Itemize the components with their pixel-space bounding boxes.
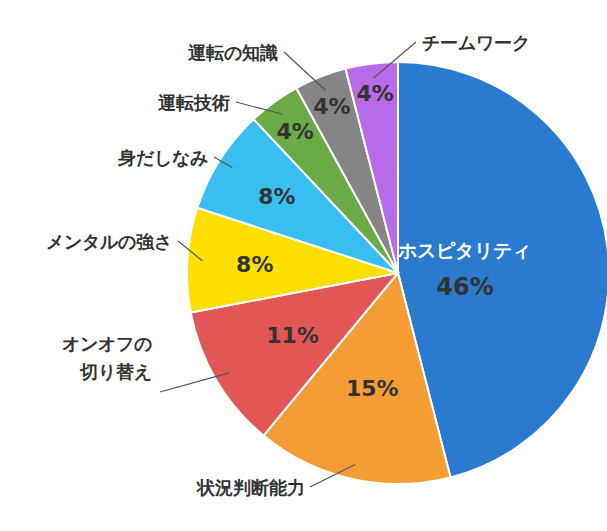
pie [187,62,607,484]
value-label: 11% [266,323,319,348]
category-label: 運転の知識 [187,42,278,63]
value-label: 8% [258,184,295,209]
value-label: 4% [313,94,350,119]
leader-line [160,373,229,392]
leader-line [214,157,232,168]
value-label: 46% [436,273,493,301]
value-label: 4% [357,81,394,106]
category-label: 状況判断能力 [195,477,305,498]
category-label: 運転技術 [157,92,230,113]
leader-line [373,42,416,78]
value-label: 8% [236,252,273,277]
chart: 46% ホスピタリティ 15% 状況判断能力 11% オンオフの切り替え 8% メンタルの強さ… [0,0,607,531]
category-label: 身だしなみ [117,147,208,168]
category-label: オンオフの切り替え [62,333,152,382]
category-label: メンタルの強さ [46,231,172,252]
pie-slice [346,62,398,273]
value-label: 15% [346,376,399,401]
leader-line [284,52,326,91]
category-label: チームワーク [422,32,530,53]
leader-line [310,465,355,487]
category-label: ホスピタリティ [397,239,531,261]
leader-line [178,241,202,261]
labels: 46% ホスピタリティ 15% 状況判断能力 11% オンオフの切り替え 8% メンタルの強さ… [46,32,531,498]
value-label: 4% [276,119,313,144]
leader-line [236,102,283,114]
